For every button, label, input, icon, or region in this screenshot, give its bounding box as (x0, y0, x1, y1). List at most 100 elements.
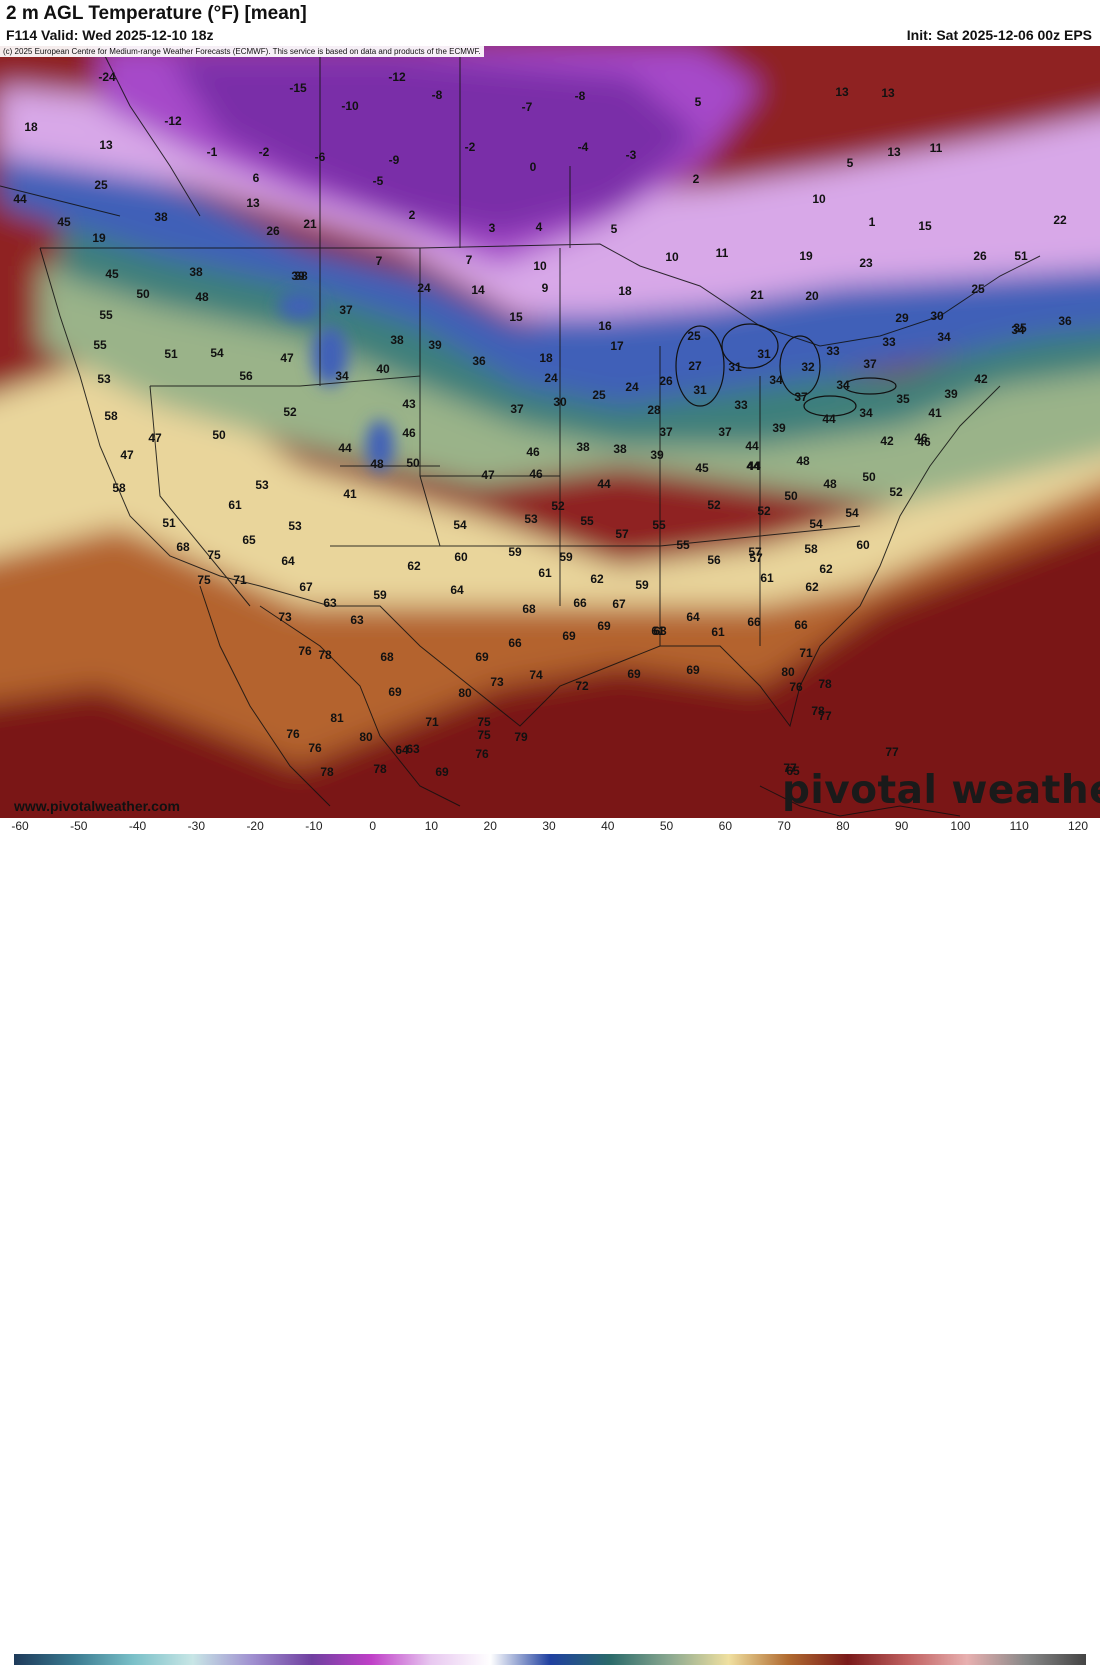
temperature-label: 46 (914, 431, 928, 445)
state-lines-east (659, 346, 761, 646)
temperature-label: 26 (266, 224, 280, 238)
temperature-label: 48 (195, 290, 209, 304)
temperature-label: 69 (627, 667, 641, 681)
temperature-label: 17 (610, 339, 624, 353)
temperature-label: 33 (734, 398, 748, 412)
temperature-label: 77 (783, 761, 797, 775)
temperature-label: 76 (308, 741, 322, 755)
temperature-label: 39 (428, 338, 442, 352)
legend-tick-label: 110 (1009, 819, 1029, 833)
temperature-label: 42 (880, 434, 894, 448)
temperature-label: 6 (253, 171, 260, 185)
temperature-label: -24 (98, 70, 116, 84)
temperature-label: 45 (57, 215, 71, 229)
temperature-label: 29 (895, 311, 909, 325)
temperature-label: 40 (376, 362, 390, 376)
temperature-label: 1 (869, 215, 876, 229)
temperature-label: 68 (522, 602, 536, 616)
temperature-label: 24 (544, 371, 558, 385)
temperature-label: 61 (228, 498, 242, 512)
temperature-label: -8 (575, 89, 586, 103)
temperature-label: 30 (930, 309, 944, 323)
temperature-label: 61 (651, 624, 665, 638)
temperature-label: 18 (24, 120, 38, 134)
temperature-label: 37 (718, 425, 732, 439)
temperature-label: 71 (425, 715, 439, 729)
temperature-label: 52 (551, 499, 565, 513)
temperature-label: 0 (530, 160, 537, 174)
temperature-label: 15 (918, 219, 932, 233)
temperature-map[interactable]: -24 -12 -15 -10 -8 -7 -8 5 13 13 18 -12 13 -1 -2 -6 -9 -2… (0, 46, 1100, 818)
temperature-label: 60 (454, 550, 468, 564)
temperature-label: 75 (477, 715, 491, 729)
site-url[interactable]: www.pivotalweather.com (14, 798, 180, 814)
temperature-label: 63 (350, 613, 364, 627)
temperature-label: 39 (944, 387, 958, 401)
us-coastline (39, 247, 1001, 728)
temperature-label: 58 (804, 542, 818, 556)
temperature-label: 36 (1058, 314, 1072, 328)
temperature-label: 80 (458, 686, 472, 700)
temperature-label: 37 (510, 402, 524, 416)
temperature-label: 44 (338, 441, 352, 455)
temperature-label: 44 (13, 192, 27, 206)
legend-tick-label: 10 (424, 819, 439, 833)
temperature-label: 69 (435, 765, 449, 779)
temperature-label: 78 (318, 648, 332, 662)
legend-tick-label: 80 (836, 819, 850, 833)
temperature-label: 18 (618, 284, 632, 298)
temperature-label: 32 (801, 360, 815, 374)
temperature-label: 13 (99, 138, 113, 152)
temperature-label: 55 (93, 338, 107, 352)
temperature-label: 67 (612, 597, 626, 611)
temperature-label: 25 (592, 388, 606, 402)
temperature-label: 59 (635, 578, 649, 592)
temperature-label: -7 (522, 100, 533, 114)
temperature-label: 22 (1053, 213, 1067, 227)
temperature-label: 51 (164, 347, 178, 361)
legend-tick-label: -40 (128, 819, 147, 833)
temperature-label: 76 (286, 727, 300, 741)
temperature-label: 53 (524, 512, 538, 526)
temperature-label: -9 (389, 153, 400, 167)
temperature-label: 38 (613, 442, 627, 456)
temperature-label: 54 (845, 506, 859, 520)
temperature-label: 37 (794, 390, 808, 404)
temperature-label: 77 (885, 745, 899, 759)
temperature-label: 78 (818, 677, 832, 691)
temperature-label: -5 (373, 174, 384, 188)
temperature-label: 56 (707, 553, 721, 567)
temperature-label: 69 (475, 650, 489, 664)
temperature-label: 46 (402, 426, 416, 440)
four-corners-lines (330, 465, 440, 547)
temperature-label: -3 (626, 148, 637, 162)
color-bar (14, 1654, 1086, 1665)
temperature-label: 55 (99, 308, 113, 322)
temperature-label: 10 (812, 192, 826, 206)
temperature-label: 16 (598, 319, 612, 333)
temperature-label: 76 (298, 644, 312, 658)
temperature-label: 33 (882, 335, 896, 349)
baja-gulf (199, 585, 331, 807)
temperature-label: 34 (859, 406, 873, 420)
temperature-label: 65 (242, 533, 256, 547)
temperature-label: 38 (390, 333, 404, 347)
temperature-label: 4 (536, 220, 543, 234)
temperature-label: 50 (136, 287, 150, 301)
temperature-label: 75 (207, 548, 221, 562)
temperature-label: 31 (757, 347, 771, 361)
temperature-label: 57 (615, 527, 629, 541)
temperature-label: 7 (466, 253, 473, 267)
canada-interior-line (99, 46, 201, 217)
temperature-label: 74 (529, 668, 543, 682)
temperature-label: 55 (580, 514, 594, 528)
temperature-label: 75 (197, 573, 211, 587)
temperature-label: 26 (973, 249, 987, 263)
temperature-label: 54 (210, 346, 224, 360)
mexico-interior (259, 605, 461, 807)
temperature-label: 62 (407, 559, 421, 573)
temperature-label: 67 (299, 580, 313, 594)
temperature-label: 10 (533, 259, 547, 273)
temperature-label: -2 (465, 140, 476, 154)
